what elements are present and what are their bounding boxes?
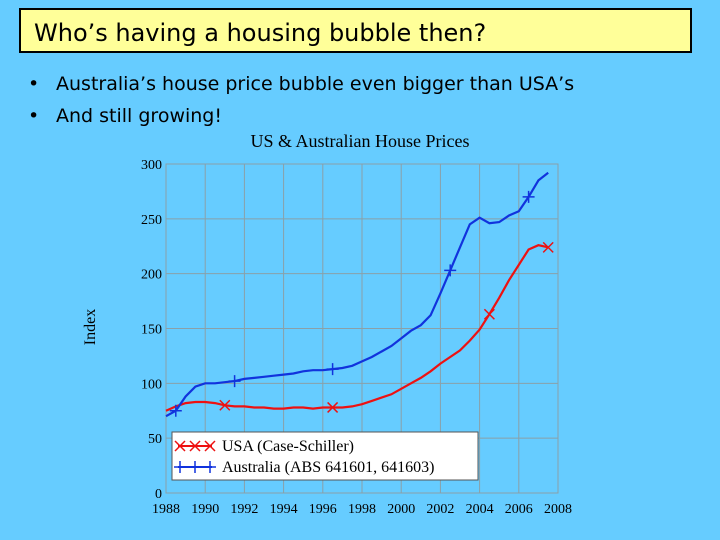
point-marker [542,241,554,253]
point-marker [327,401,339,413]
y-tick-label: 150 [141,323,162,338]
point-marker [326,363,339,376]
bullet-text: Australia’s house price bubble even bigg… [56,73,575,95]
chart-title: US & Australian House Prices [251,131,470,151]
point-marker [169,404,182,417]
x-tick-label: 2002 [426,502,454,517]
series-lines [165,171,554,418]
x-tick-label: 1994 [270,502,298,517]
x-tick-label: 1988 [152,502,180,517]
y-tick-label: 0 [155,487,162,502]
bullet-item: • Australia’s house price bubble even big… [28,68,574,100]
y-tick-label: 100 [141,377,162,392]
point-marker [228,375,241,388]
x-tick-label: 2008 [544,502,572,517]
point-marker [204,440,216,452]
point-marker [444,264,457,277]
x-tick-label: 1992 [230,502,258,517]
x-tick-label: 2004 [466,502,494,517]
bullet-list: • Australia’s house price bubble even big… [28,68,574,132]
bullet-dot: • [28,105,40,127]
point-marker [204,461,216,473]
y-tick-label: 200 [141,268,162,283]
point-marker [189,440,201,452]
point-marker [174,440,186,452]
tick-labels: 1988 1990 1992 1994 1996 1998 2000 2002 2004 2006… [141,158,572,517]
x-tick-label: 1996 [309,502,337,517]
slide-title: Who’s having a housing bubble then? [34,19,487,47]
x-tick-label: 2006 [505,502,533,517]
legend-label: USA (Case-Schiller) [222,438,354,455]
usa-series-line [165,244,549,412]
title-box: Who’s having a housing bubble then? [19,8,692,53]
point-marker [483,308,495,320]
bullet-item: • And still growing! [28,100,574,132]
y-axis-label: Index [82,309,99,345]
point-marker [219,399,231,411]
legend: USA (Case-Schiller) Australia (ABS 641601… [171,431,479,481]
legend-label: Australia (ABS 641601, 641603) [222,459,434,476]
point-marker [522,190,535,203]
x-tick-label: 2000 [387,502,415,517]
bullet-text: And still growing! [56,105,222,127]
x-tick-label: 1990 [191,502,219,517]
point-marker [174,461,186,473]
x-tick-label: 1998 [348,502,376,517]
y-tick-label: 50 [148,432,162,447]
y-tick-label: 250 [141,213,162,228]
point-marker [189,461,201,473]
legend-box [171,431,479,481]
y-tick-label: 300 [141,158,162,173]
bullet-dot: • [28,73,40,95]
